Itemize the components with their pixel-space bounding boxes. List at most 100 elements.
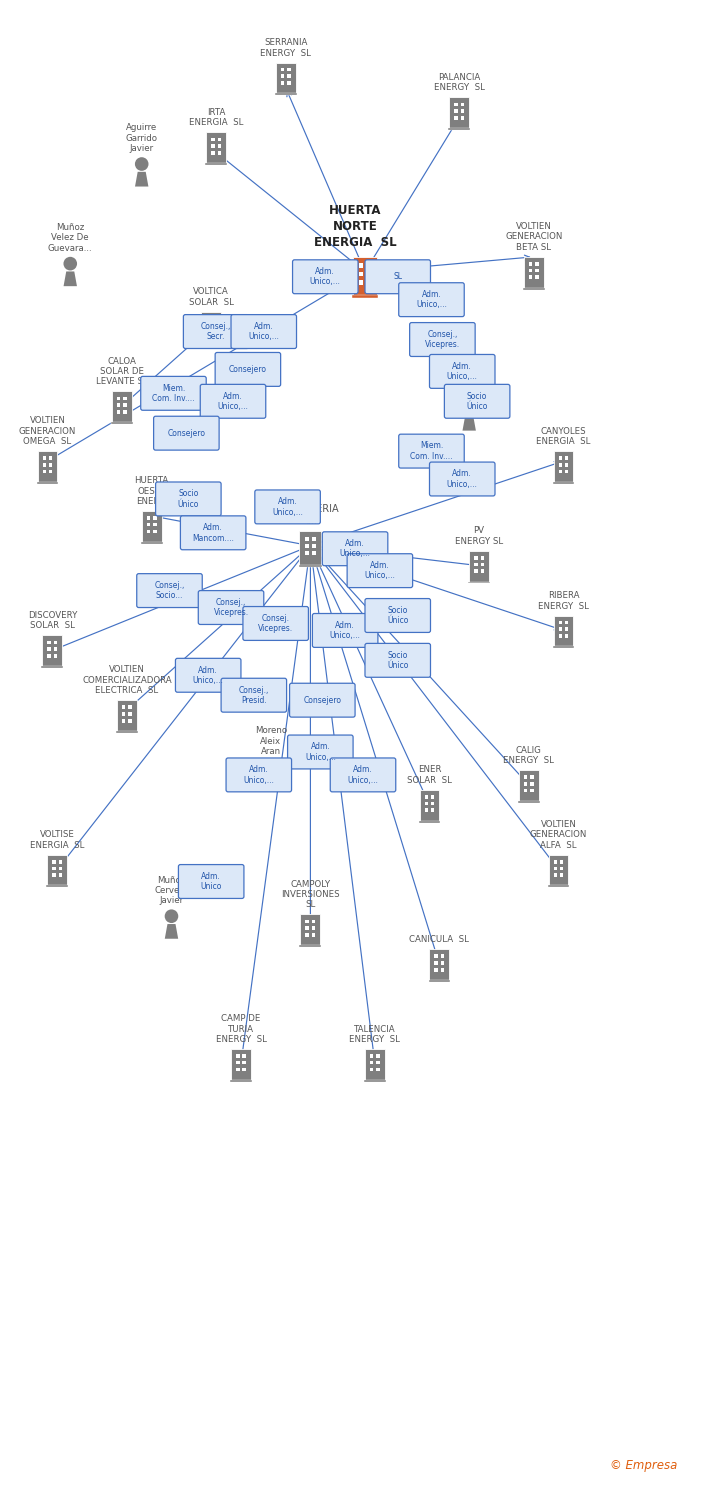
FancyBboxPatch shape [365,260,430,294]
Polygon shape [462,416,476,430]
Bar [419,790,440,820]
Bar [122,712,125,716]
Text: VOLTIEN
COMERCIALIZADORA
ELECTRICA  SL: VOLTIEN COMERCIALIZADORA ELECTRICA SL [82,666,172,694]
Bar [435,954,438,958]
FancyBboxPatch shape [430,462,495,496]
Bar [242,1054,246,1058]
Bar [123,396,127,400]
Text: Garrido
Sanchez
Jose: Garrido Sanchez Jose [451,368,487,398]
Text: HUERTA
OESTE
ENERO: HUERTA OESTE ENERO [135,476,169,506]
Text: Consej.,
Secr.: Consej., Secr. [201,322,232,342]
Text: IRTA
ENERGIA  SL: IRTA ENERGIA SL [189,108,243,128]
Text: Moreno
Aleix
Aran: Moreno Aleix Aran [255,726,287,756]
Bar [367,272,371,276]
Polygon shape [135,172,149,186]
Bar [59,873,63,877]
FancyBboxPatch shape [200,384,266,418]
Text: Consej.
Vicepres.: Consej. Vicepres. [258,614,293,633]
Text: VOLTIEN
GENERACION
OMEGA  SL: VOLTIEN GENERACION OMEGA SL [19,417,76,446]
Bar [553,867,557,870]
Bar [424,795,428,800]
Bar [41,666,63,668]
Bar [36,482,58,484]
Bar [236,1068,240,1071]
FancyBboxPatch shape [430,354,495,388]
Bar [213,324,216,327]
Bar [547,885,569,888]
Text: Muñoz
Velez De
Guevara...: Muñoz Velez De Guevara... [48,224,92,254]
Text: Adm.
Mancom....: Adm. Mancom.... [192,524,234,543]
Bar [147,516,150,520]
Text: Adm.
Unico,...: Adm. Unico,... [416,290,447,309]
FancyBboxPatch shape [399,433,464,468]
Bar [454,116,458,120]
Bar [274,93,296,96]
Bar [565,470,569,474]
Bar [535,262,539,266]
Bar [468,582,490,584]
Bar [153,524,157,526]
Bar [206,132,226,164]
Bar [276,63,296,93]
Bar [424,808,428,812]
FancyBboxPatch shape [215,352,280,387]
Bar [454,110,458,112]
Bar [147,524,150,526]
Bar [565,464,569,466]
Bar [242,1060,246,1065]
Bar [565,621,569,624]
Bar [128,718,132,723]
Text: Consej.,
Presid.: Consej., Presid. [239,686,269,705]
Bar [47,855,67,885]
Bar [370,1068,373,1071]
Bar [518,801,539,802]
Polygon shape [63,272,77,286]
Bar [201,312,221,342]
Text: Adm.
Unico,...: Adm. Unico,... [243,765,274,784]
Text: VOLTIEN
GENERACION
ALFA  SL: VOLTIEN GENERACION ALFA SL [530,821,587,849]
Bar [524,782,527,786]
Bar [206,316,210,321]
Bar [211,138,215,141]
Bar [558,621,562,624]
FancyBboxPatch shape [288,735,353,770]
Bar [461,110,464,112]
Bar [431,802,435,806]
Bar [441,962,444,964]
Polygon shape [264,774,277,789]
Bar [116,730,138,734]
Text: Adm.
Unico,...: Adm. Unico,... [193,666,223,686]
Bar [312,920,315,924]
Bar [305,544,309,548]
Text: Adm.
Unico,...: Adm. Unico,... [365,561,395,580]
Bar [299,531,321,566]
Text: TALENCIA
ENERGY  SL: TALENCIA ENERGY SL [349,1024,400,1044]
Text: CALOA
SOLAR DE
LEVANTE SL: CALOA SOLAR DE LEVANTE SL [96,357,148,387]
Bar [454,102,458,106]
Bar [474,570,478,573]
Bar [128,712,132,716]
Bar [519,770,539,801]
Bar [560,873,563,877]
Bar [376,1068,380,1071]
Text: Consej.,
Vicepres.: Consej., Vicepres. [213,598,248,616]
Bar [535,276,539,279]
Bar [312,927,315,930]
Text: SL: SL [393,273,403,282]
Circle shape [135,158,149,171]
Text: Socio
Único: Socio Único [467,392,488,411]
Bar [558,456,562,460]
Text: Adm.
Unico,...: Adm. Unico,... [248,322,280,342]
Bar [530,782,534,786]
Circle shape [63,256,77,270]
Bar [299,945,321,946]
Bar [312,552,316,555]
Text: Adm.
Unico,...: Adm. Unico,... [447,470,478,489]
FancyBboxPatch shape [198,591,264,624]
Text: CALIG
ENERGY  SL: CALIG ENERGY SL [503,746,554,765]
Bar [441,954,444,958]
Circle shape [264,760,277,774]
Bar [49,470,52,474]
FancyBboxPatch shape [243,606,309,640]
Bar [117,410,120,414]
